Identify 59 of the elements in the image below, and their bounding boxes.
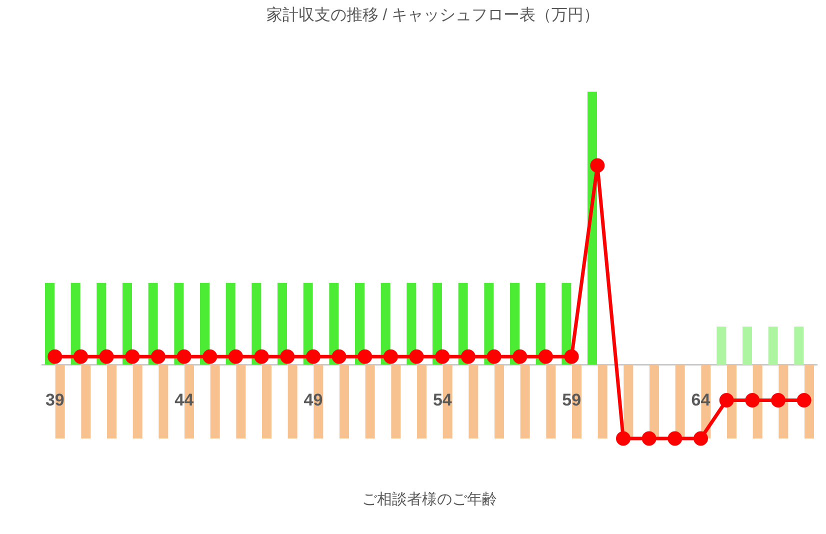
point xyxy=(745,393,760,408)
bar xyxy=(468,364,478,439)
bar xyxy=(716,326,726,365)
point xyxy=(668,431,682,446)
point xyxy=(151,349,166,364)
bar xyxy=(132,364,142,439)
point xyxy=(461,349,476,364)
bar xyxy=(494,364,504,439)
point xyxy=(99,349,114,364)
point xyxy=(176,349,192,364)
bar xyxy=(210,364,220,439)
bar xyxy=(624,364,634,439)
chart-title: 家計収支の推移 / キャッシュフロー表（万円） xyxy=(266,6,600,24)
bar xyxy=(768,326,778,365)
point xyxy=(771,393,786,408)
bar xyxy=(649,364,660,439)
point xyxy=(358,349,372,364)
bar xyxy=(794,326,804,365)
point xyxy=(719,393,734,408)
bar xyxy=(106,364,117,439)
bar xyxy=(546,364,556,439)
bar xyxy=(742,326,752,365)
bar xyxy=(81,364,91,439)
point xyxy=(254,349,269,364)
bar xyxy=(520,364,530,439)
bar xyxy=(416,364,427,439)
bar xyxy=(262,364,272,439)
point xyxy=(202,349,218,364)
bar xyxy=(288,364,298,439)
point xyxy=(125,349,140,364)
point xyxy=(694,431,708,446)
x-tick-label: 64 xyxy=(691,390,711,410)
point xyxy=(48,349,62,364)
point xyxy=(796,393,812,408)
point xyxy=(74,349,88,364)
point xyxy=(280,349,295,364)
point xyxy=(590,158,605,173)
point xyxy=(306,349,320,364)
point xyxy=(435,349,450,364)
point xyxy=(228,349,243,364)
bar xyxy=(236,364,246,439)
point xyxy=(616,431,630,446)
bar xyxy=(675,364,685,439)
point xyxy=(512,349,528,364)
point xyxy=(538,349,553,364)
bar xyxy=(158,364,168,439)
bar xyxy=(44,282,55,365)
point xyxy=(564,349,579,364)
bar xyxy=(391,364,401,439)
x-tick-label: 54 xyxy=(432,390,452,410)
x-axis-title: ご相談者様のご年齢 xyxy=(362,491,497,508)
point xyxy=(409,349,424,364)
point xyxy=(332,349,346,364)
bar xyxy=(598,364,608,439)
point xyxy=(384,349,398,364)
point xyxy=(486,349,502,364)
bar xyxy=(339,364,350,439)
bar xyxy=(365,364,375,439)
point xyxy=(642,431,656,446)
